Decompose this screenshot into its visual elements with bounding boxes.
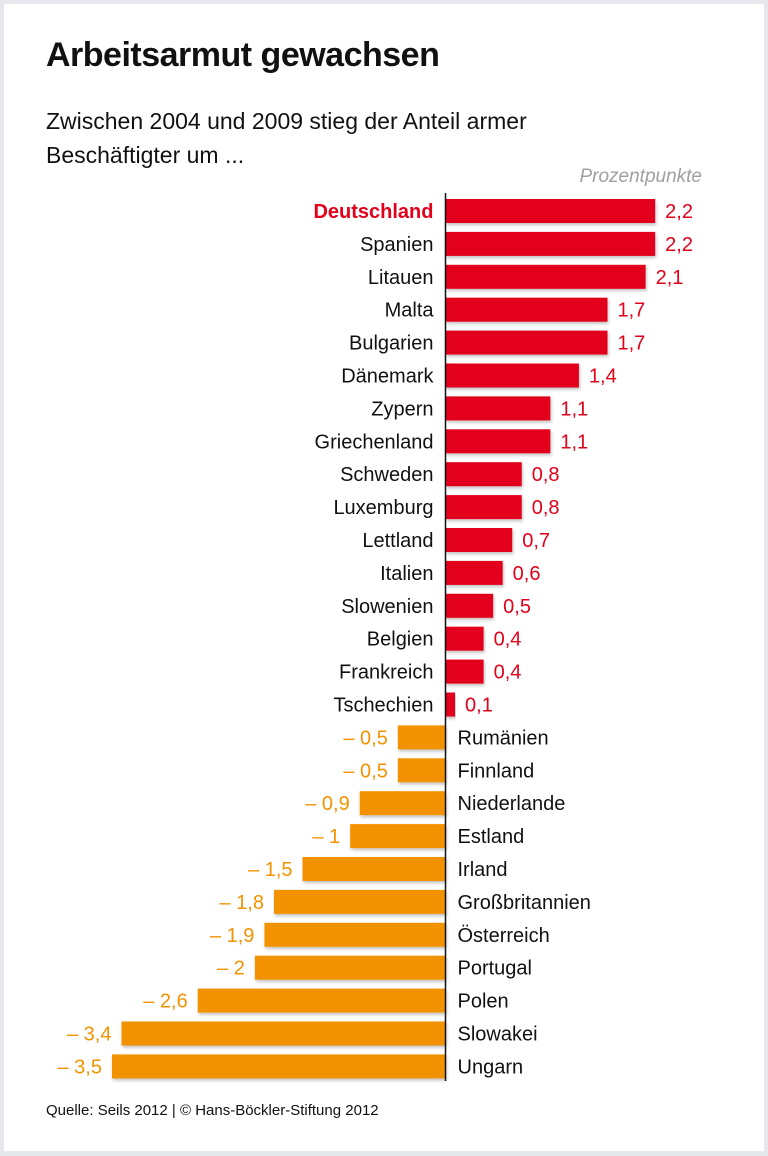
category-label: Slowakei	[458, 1024, 538, 1046]
bar-Slowenien	[445, 593, 494, 618]
source-note: Quelle: Seils 2012 | © Hans-Böckler-Stif…	[46, 1102, 379, 1119]
value-label: – 0,5	[343, 727, 387, 749]
bar-Malta	[445, 297, 608, 322]
value-label: – 1	[312, 826, 340, 848]
chart-title: Arbeitsarmut gewachsen	[46, 36, 440, 74]
value-label: 1,4	[589, 366, 617, 388]
bar-Polen	[197, 988, 446, 1013]
category-label: Deutschland	[313, 201, 433, 223]
value-label: 2,2	[665, 234, 693, 256]
value-label: 0,8	[532, 464, 560, 486]
category-label: Lettland	[362, 530, 433, 552]
value-label: – 0,9	[305, 793, 349, 815]
category-label: Slowenien	[341, 596, 433, 618]
bar-Deutschland	[445, 199, 656, 223]
value-label: 1,1	[560, 431, 588, 453]
bar-Bulgarien	[445, 330, 608, 355]
bar-Niederlande	[359, 791, 446, 816]
value-label: 0,1	[465, 695, 493, 717]
bar-Ungarn	[111, 1054, 446, 1079]
value-label: 0,5	[503, 596, 531, 618]
bar-Frankreich	[445, 659, 484, 684]
category-label: Estland	[458, 826, 525, 848]
value-label: 0,6	[513, 563, 541, 585]
value-label: 2,2	[665, 201, 693, 223]
value-label: 0,4	[494, 662, 522, 684]
category-label: Luxemburg	[333, 497, 433, 519]
bar-Portugal	[254, 955, 446, 980]
category-label: Ungarn	[458, 1056, 524, 1078]
category-label: Finnland	[458, 760, 535, 782]
category-label: Malta	[385, 300, 435, 322]
category-label: Portugal	[458, 958, 533, 980]
category-label: Österreich	[458, 925, 550, 947]
bar-Estland	[350, 824, 446, 849]
value-label: – 1,8	[219, 892, 263, 914]
bar-Griechenland	[445, 429, 551, 454]
category-label: Schweden	[340, 464, 433, 486]
chart-subtitle: Zwischen 2004 und 2009 stieg der Anteil …	[46, 108, 527, 168]
category-label: Griechenland	[315, 431, 434, 453]
value-label: – 2,6	[143, 991, 187, 1013]
value-label: 1,7	[618, 333, 646, 355]
value-label: – 0,5	[343, 760, 387, 782]
category-label: Zypern	[371, 398, 433, 420]
category-label: Dänemark	[341, 366, 434, 388]
category-label: Rumänien	[458, 727, 549, 749]
value-label: 0,4	[494, 629, 522, 651]
category-label: Belgien	[367, 629, 434, 651]
bar-Großbritannien	[273, 889, 446, 914]
value-label: – 3,5	[57, 1056, 101, 1078]
category-label: Irland	[458, 859, 508, 881]
category-label: Niederlande	[458, 793, 566, 815]
value-label: 1,1	[560, 398, 588, 420]
category-label: Tschechien	[333, 695, 433, 717]
value-label: – 1,9	[210, 925, 254, 947]
bar-Zypern	[445, 396, 551, 421]
bar-Dänemark	[445, 363, 579, 388]
value-label: 2,1	[656, 267, 684, 289]
bar-Litauen	[445, 264, 646, 289]
bar-Irland	[302, 857, 446, 881]
category-label: Bulgarien	[349, 333, 434, 355]
category-label: Italien	[380, 563, 433, 585]
bar-Belgien	[445, 626, 484, 651]
value-label: 0,7	[522, 530, 550, 552]
value-label: – 2	[217, 958, 245, 980]
value-label: – 3,4	[67, 1024, 111, 1046]
unit-label: Prozentpunkte	[579, 166, 702, 187]
bar-Slowakei	[121, 1021, 446, 1046]
bar-Finnland	[397, 758, 446, 783]
category-label: Spanien	[360, 234, 433, 256]
bar-Spanien	[445, 231, 656, 256]
value-label: 1,7	[618, 300, 646, 322]
bar-Italien	[445, 560, 503, 585]
value-label: 0,8	[532, 497, 560, 519]
category-label: Litauen	[368, 267, 434, 289]
bar-Tschechien	[445, 692, 456, 717]
value-label: – 1,5	[248, 859, 292, 881]
bar-Schweden	[445, 462, 522, 487]
bar-Lettland	[445, 528, 513, 552]
bar-Österreich	[264, 922, 446, 947]
category-label: Großbritannien	[458, 892, 591, 914]
category-label: Frankreich	[339, 662, 433, 684]
bar-Luxemburg	[445, 495, 522, 520]
category-label: Polen	[458, 991, 509, 1013]
bar-Rumänien	[397, 725, 446, 750]
